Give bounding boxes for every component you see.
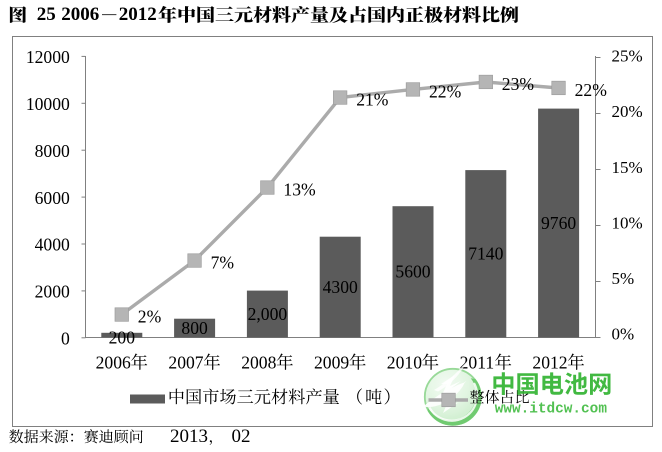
svg-text:2009: 2009 bbox=[314, 353, 349, 373]
svg-text:200: 200 bbox=[109, 328, 136, 348]
svg-text:0: 0 bbox=[61, 329, 70, 349]
svg-text:4000: 4000 bbox=[35, 235, 70, 255]
svg-text:02: 02 bbox=[232, 426, 251, 447]
svg-text:7%: 7% bbox=[211, 252, 235, 272]
svg-text:2008: 2008 bbox=[241, 353, 276, 373]
svg-text:15%: 15% bbox=[612, 158, 643, 177]
svg-text:23%: 23% bbox=[502, 74, 535, 94]
svg-text:7140: 7140 bbox=[468, 244, 503, 264]
svg-text:800: 800 bbox=[181, 318, 208, 338]
svg-text:22%: 22% bbox=[429, 81, 462, 101]
svg-text:4300: 4300 bbox=[323, 277, 358, 297]
svg-text:25: 25 bbox=[37, 4, 56, 25]
svg-text:10%: 10% bbox=[612, 213, 643, 232]
svg-text:20%: 20% bbox=[612, 102, 643, 121]
svg-text:2,000: 2,000 bbox=[248, 304, 288, 324]
svg-text:22%: 22% bbox=[575, 80, 608, 100]
svg-text:2013: 2013 bbox=[170, 426, 208, 447]
svg-text:8000: 8000 bbox=[35, 141, 70, 161]
svg-text:2012: 2012 bbox=[532, 353, 567, 373]
svg-text:2000: 2000 bbox=[35, 282, 70, 302]
svg-text:2006: 2006 bbox=[61, 4, 99, 25]
svg-text:www.itdcw.com: www.itdcw.com bbox=[495, 402, 608, 418]
svg-text:12000: 12000 bbox=[26, 47, 70, 67]
svg-text:5%: 5% bbox=[612, 269, 635, 288]
svg-text:2012: 2012 bbox=[119, 4, 157, 25]
svg-text:5600: 5600 bbox=[395, 262, 430, 282]
svg-text:10000: 10000 bbox=[26, 94, 70, 114]
svg-text:21%: 21% bbox=[356, 89, 389, 109]
svg-text:2010: 2010 bbox=[387, 353, 422, 373]
svg-text:2011: 2011 bbox=[460, 353, 495, 373]
svg-text:9760: 9760 bbox=[541, 213, 576, 233]
svg-text:13%: 13% bbox=[283, 179, 316, 199]
svg-text:0%: 0% bbox=[612, 325, 635, 344]
svg-text:6000: 6000 bbox=[35, 188, 70, 208]
svg-text:25%: 25% bbox=[612, 47, 643, 66]
svg-text:2007: 2007 bbox=[168, 353, 203, 373]
svg-text:2%: 2% bbox=[138, 306, 162, 326]
svg-text:2006: 2006 bbox=[96, 353, 131, 373]
